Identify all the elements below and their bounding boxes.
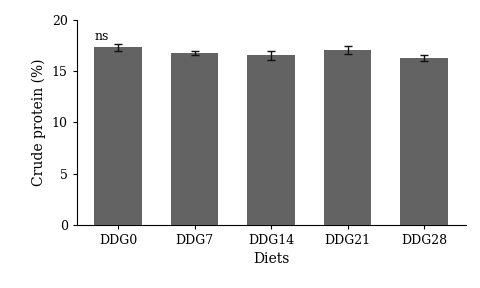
Bar [95, 47, 142, 225]
Bar [171, 53, 218, 225]
Y-axis label: Crude protein (%): Crude protein (%) [32, 59, 46, 186]
Bar [248, 55, 295, 225]
Text: ns: ns [95, 30, 109, 43]
Bar [400, 58, 448, 225]
Bar [324, 50, 372, 225]
X-axis label: Diets: Diets [253, 252, 289, 266]
